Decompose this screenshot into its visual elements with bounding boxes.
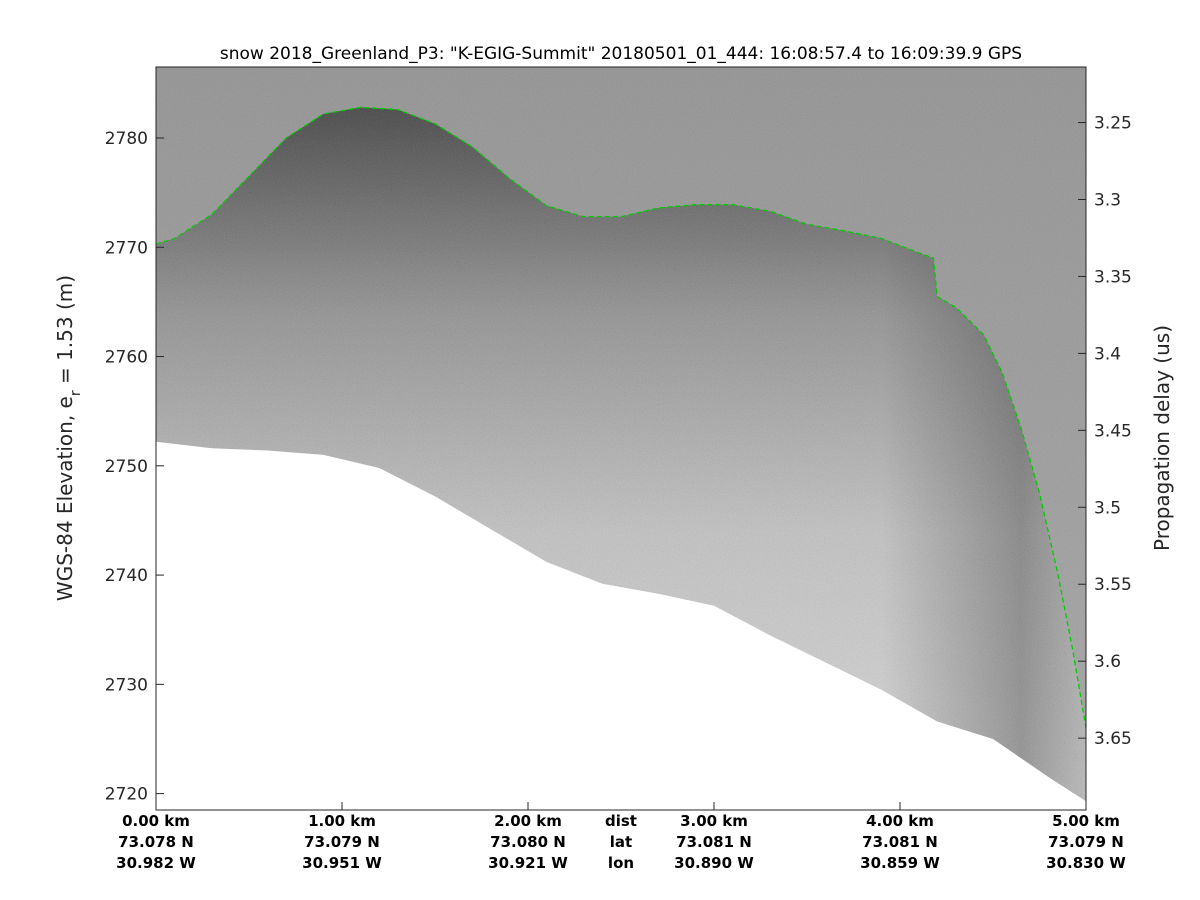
x-tick-lon-label: 30.859 W (860, 854, 940, 872)
x-tick-dist-label: 0.00 km (122, 812, 190, 830)
x-tick-lat-label: 73.078 N (118, 833, 194, 851)
x-tick-lat-label: 73.079 N (304, 833, 380, 851)
x-tick-lon-label: 30.921 W (488, 854, 568, 872)
y-axis-left-label-tail: = 1.53 (m) (53, 275, 77, 390)
x-row-label-lon: lon (608, 854, 634, 872)
x-row-label-dist: dist (605, 812, 637, 830)
y-tick-right-label: 3.6 (1094, 652, 1121, 672)
chart-title: snow 2018_Greenland_P3: "K-EGIG-Summit" … (220, 44, 1022, 64)
y-tick-right-label: 3.4 (1094, 344, 1121, 364)
x-tick-lat-label: 73.080 N (490, 833, 566, 851)
left-y-axis: 2720 2730 2740 2750 2760 2770 2780 (105, 129, 164, 805)
y-axis-left-label-main: WGS-84 Elevation, e (53, 396, 77, 601)
x-tick-lon-label: 30.890 W (674, 854, 754, 872)
y-tick-left-label: 2780 (105, 129, 148, 149)
x-tick-dist-label: 2.00 km (494, 812, 562, 830)
y-tick-left-label: 2730 (105, 675, 148, 695)
y-axis-left-label: WGS-84 Elevation, er = 1.53 (m) (53, 275, 84, 601)
x-tick-dist-label: 5.00 km (1052, 812, 1120, 830)
y-tick-right-label: 3.35 (1094, 267, 1132, 287)
y-tick-left-label: 2770 (105, 238, 148, 258)
y-tick-left-label: 2760 (105, 348, 148, 368)
x-tick-lon-label: 30.951 W (302, 854, 382, 872)
y-axis-left-label-subscript: r (68, 390, 84, 396)
x-axis: 0.00 km 73.078 N 30.982 W 1.00 km 73.079 N 30… (116, 802, 1126, 872)
y-tick-right-label: 3.55 (1094, 575, 1132, 595)
x-tick-dist-label: 4.00 km (866, 812, 934, 830)
x-tick-lon-label: 30.830 W (1046, 854, 1126, 872)
y-axis-right-label: Propagation delay (us) (1150, 325, 1174, 551)
y-tick-right-label: 3.65 (1094, 729, 1132, 749)
y-tick-right-label: 3.45 (1094, 421, 1132, 441)
x-tick-dist-label: 3.00 km (680, 812, 748, 830)
y-tick-left-label: 2750 (105, 457, 148, 477)
noise-floor-region (156, 441, 1086, 810)
y-tick-left-label: 2720 (105, 785, 148, 805)
y-tick-left-label: 2740 (105, 566, 148, 586)
x-tick-lat-label: 73.081 N (862, 833, 938, 851)
y-tick-right-label: 3.5 (1094, 498, 1121, 518)
radar-image (156, 67, 1086, 810)
x-tick-lon-label: 30.982 W (116, 854, 196, 872)
x-tick-lat-label: 73.079 N (1048, 833, 1124, 851)
x-tick-lat-label: 73.081 N (676, 833, 752, 851)
y-tick-right-label: 3.25 (1094, 114, 1132, 134)
x-tick-dist-label: 1.00 km (308, 812, 376, 830)
plot-frame (155, 66, 1087, 811)
x-row-label-lat: lat (610, 833, 632, 851)
right-y-axis: 3.25 3.3 3.35 3.4 3.45 3.5 3.55 3.6 3.65 (1078, 114, 1132, 749)
y-tick-right-label: 3.3 (1094, 191, 1121, 211)
surface-line (156, 106, 1086, 729)
